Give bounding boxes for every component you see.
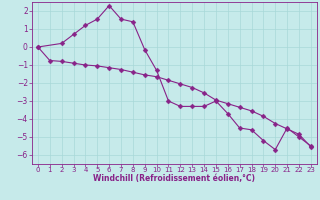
X-axis label: Windchill (Refroidissement éolien,°C): Windchill (Refroidissement éolien,°C) [93, 174, 255, 183]
